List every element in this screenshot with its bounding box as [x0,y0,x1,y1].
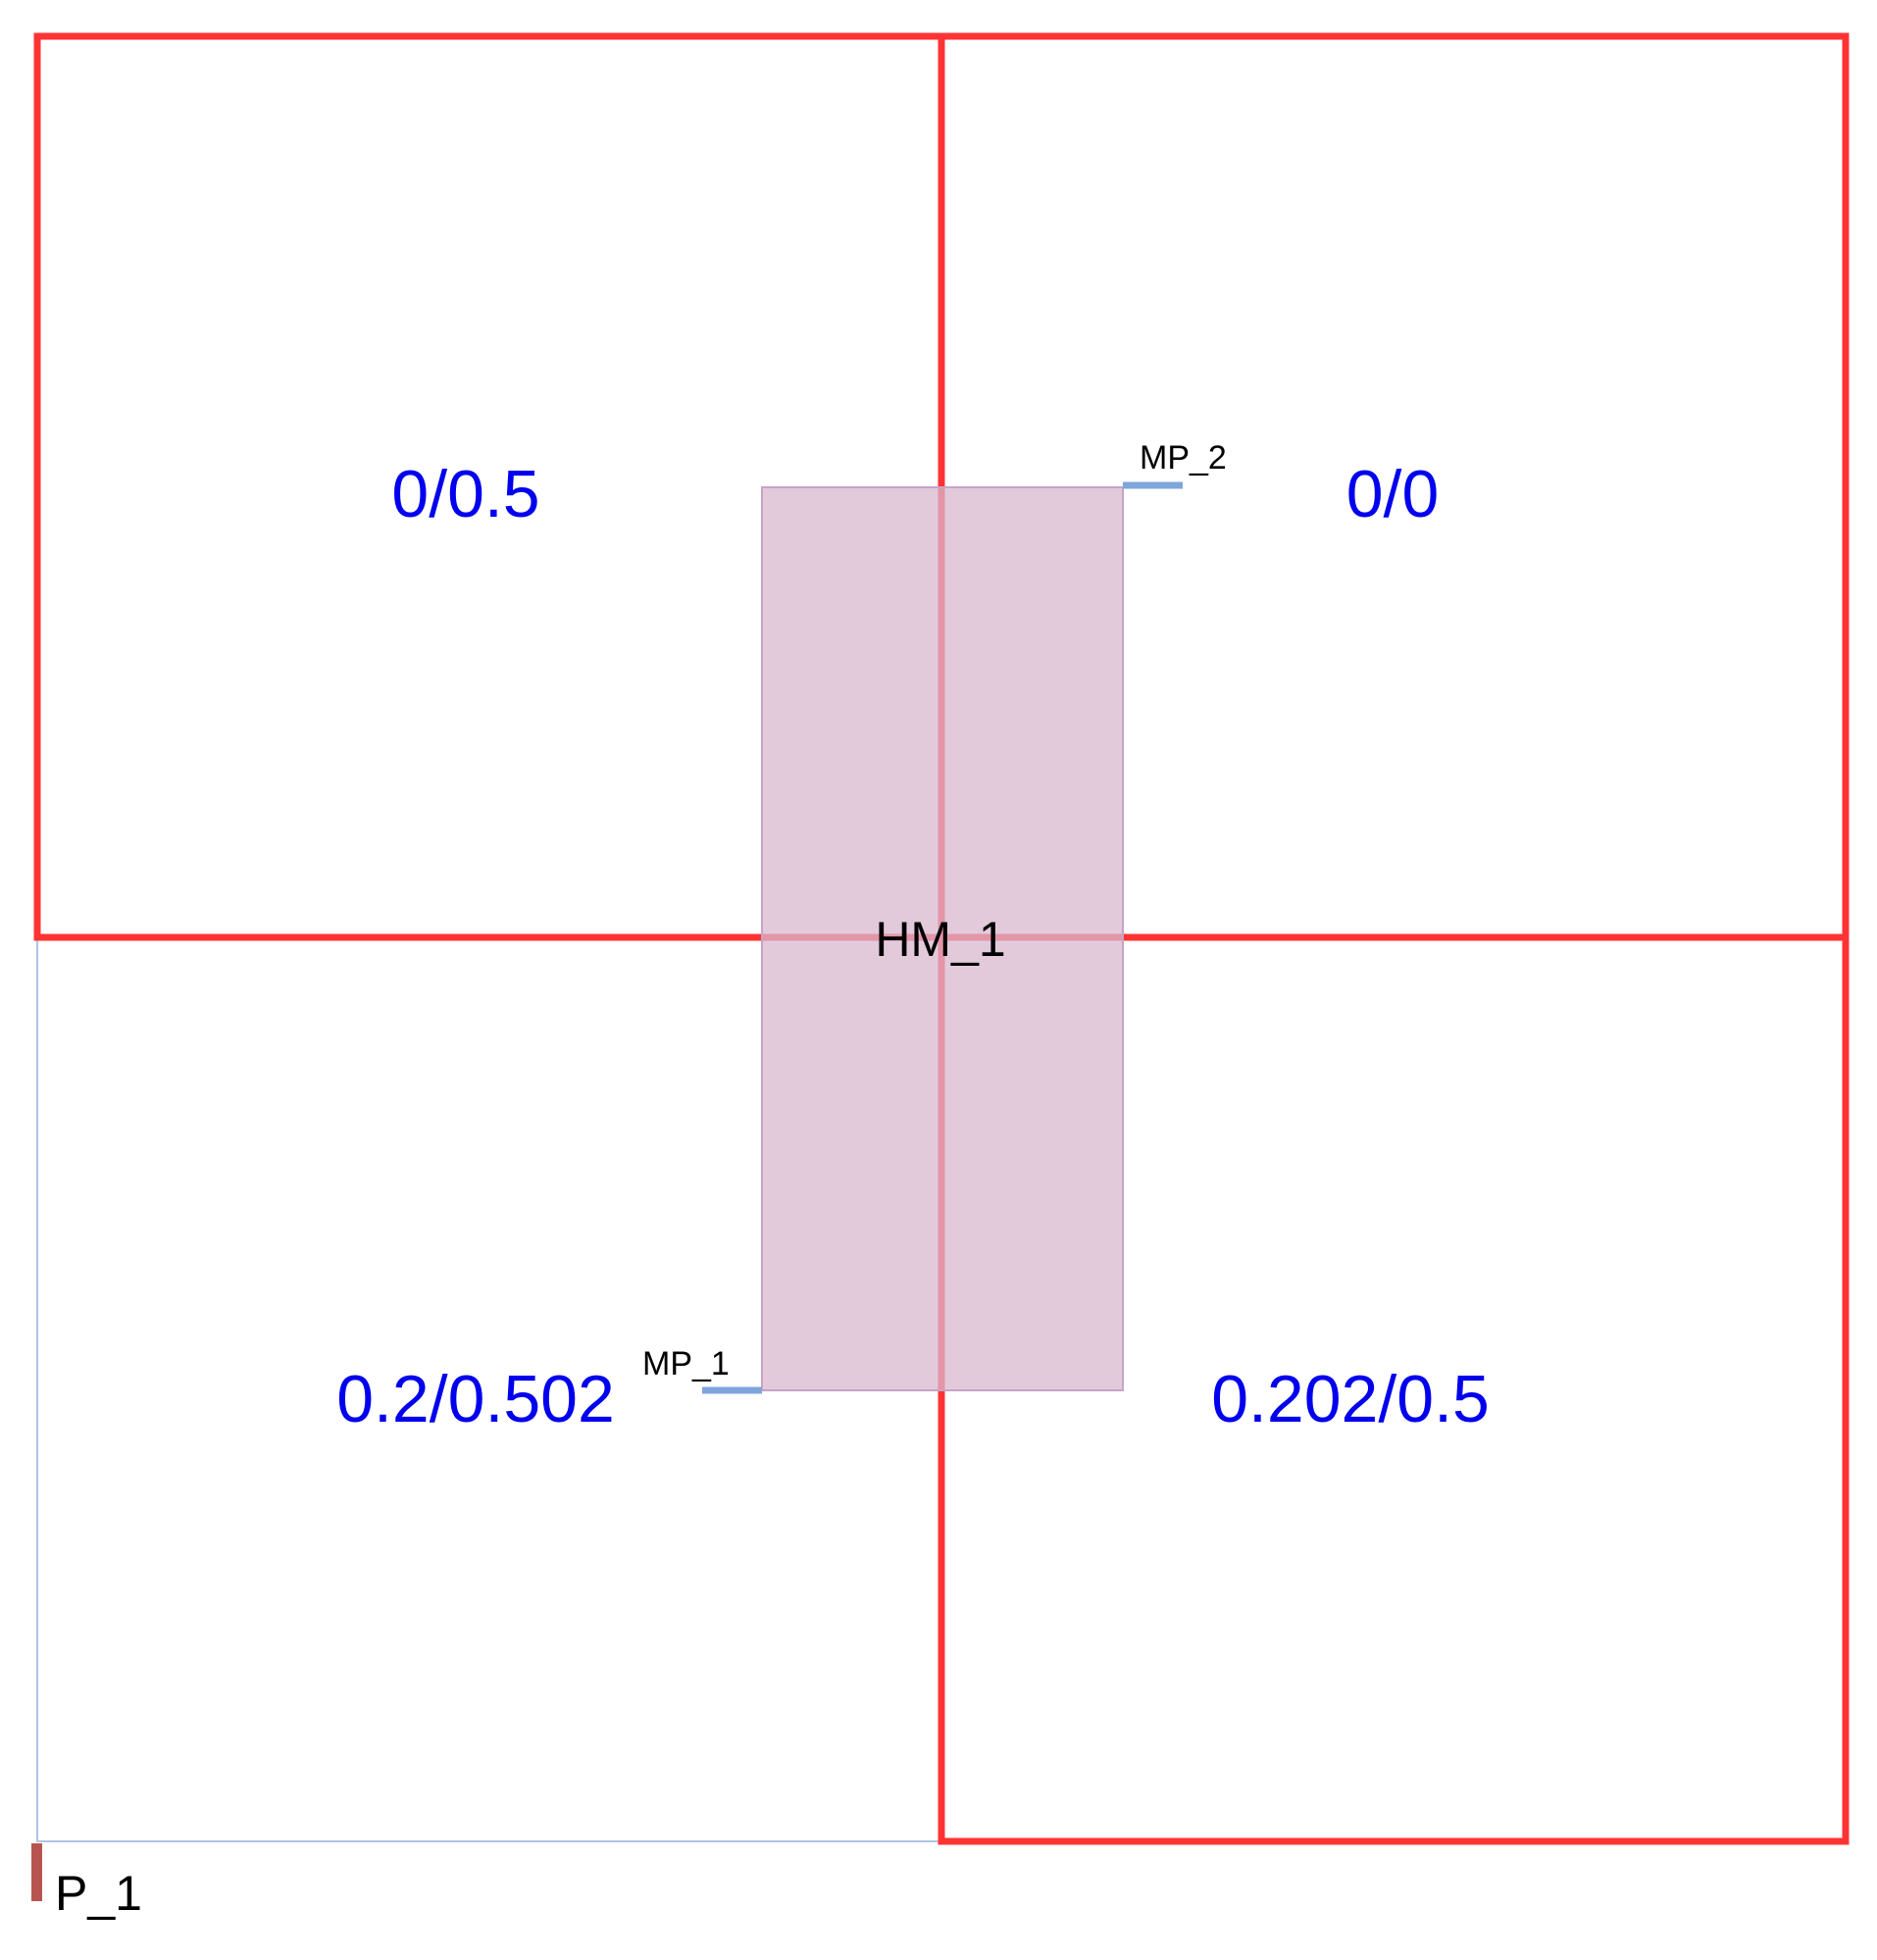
hard-macro[interactable] [761,486,1124,1391]
region-label-bottom-left: 0.2/0.502 [336,1362,615,1436]
pin-label-mp1: MP_1 [642,1345,730,1382]
pin-label-mp2: MP_2 [1140,439,1227,477]
region-label-top-left: 0/0.5 [391,457,539,531]
hard-macro-label: HM_1 [875,912,1005,967]
port-marker[interactable] [31,1843,42,1901]
region-label-bottom-right: 0.202/0.5 [1211,1362,1490,1436]
region-label-top-right: 0/0 [1346,457,1440,531]
port-label: P_1 [55,1866,142,1921]
